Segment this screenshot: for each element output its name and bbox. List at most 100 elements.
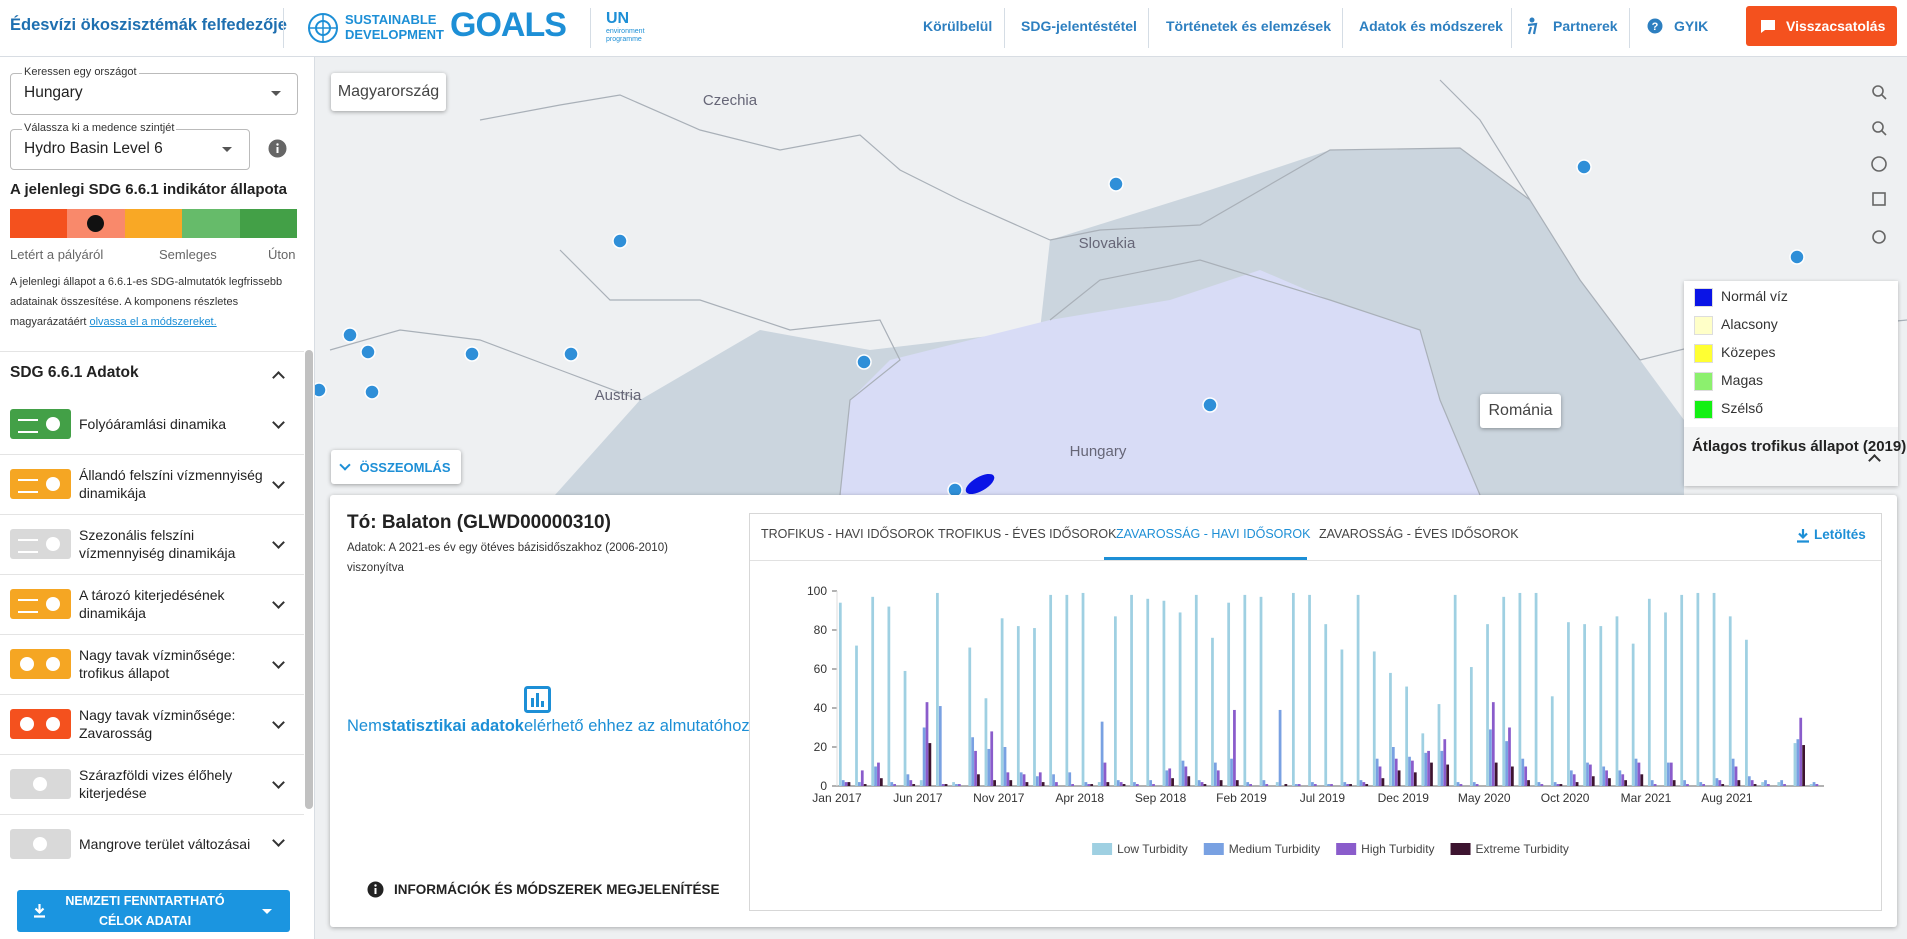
x-tick-label: Jun 2017 bbox=[893, 791, 943, 805]
methods-link[interactable]: olvassa el a módszereket. bbox=[89, 316, 217, 328]
bar bbox=[1278, 709, 1282, 786]
bar bbox=[1508, 727, 1511, 786]
legend-swatch bbox=[1694, 400, 1713, 419]
description-text: A jelenlegi állapot a 6.6.1-es SDG-almut… bbox=[10, 276, 283, 328]
map-controls[interactable] bbox=[1866, 80, 1892, 250]
tab-active[interactable]: ZAVAROSSÁG - HAVI IDŐSOROK bbox=[1116, 527, 1311, 541]
info-button[interactable]: INFORMÁCIÓK ÉS MÓDSZEREK MEGJELENÍTÉSE bbox=[394, 882, 720, 897]
bar bbox=[1591, 776, 1595, 786]
bar bbox=[952, 782, 955, 786]
indicator-item[interactable]: Állandó felszíni vízmennyiség dinamikája bbox=[0, 454, 304, 515]
indicator-label: Folyóáramlási dinamika bbox=[79, 416, 227, 432]
bar bbox=[1022, 774, 1026, 786]
download-icon bbox=[1797, 529, 1809, 543]
y-tick-label: 40 bbox=[814, 701, 828, 715]
bar bbox=[1216, 770, 1220, 786]
bar bbox=[1103, 762, 1107, 786]
bar bbox=[1033, 628, 1036, 786]
legend-label: Medium Turbidity bbox=[1229, 842, 1320, 856]
legend-swatch bbox=[1694, 344, 1713, 363]
indicator-item[interactable]: Szezonális felszíni vízmennyiség dinamik… bbox=[0, 514, 304, 575]
basin-info-icon[interactable] bbox=[268, 139, 287, 158]
bar bbox=[957, 784, 961, 786]
tab[interactable]: TROFIKUS - ÉVES IDŐSOROK bbox=[938, 527, 1117, 541]
legend-swatch bbox=[1450, 843, 1471, 855]
collapse-button[interactable]: ÖSSZEOMLÁS bbox=[331, 450, 461, 484]
partners-icon bbox=[1527, 17, 1538, 35]
bar bbox=[1669, 762, 1673, 786]
bar bbox=[936, 592, 939, 786]
bar bbox=[1494, 762, 1498, 786]
bar bbox=[974, 750, 977, 786]
chart: 0 20 40 60 80 100 Jan 2017 Jun 2017 Nov 2017 Apr … bbox=[807, 584, 1824, 856]
app-title[interactable]: Édesvízi ökoszisztémák felfedezője bbox=[10, 16, 287, 34]
indicator-item[interactable]: A tározó kiterjedésének dinamikája bbox=[0, 574, 304, 635]
indicator-item[interactable]: Szárazföldi vizes élőhely kiterjedése bbox=[0, 754, 304, 815]
bar bbox=[1265, 784, 1269, 786]
tab-indicator bbox=[1104, 557, 1307, 560]
bar bbox=[1100, 721, 1104, 786]
bar bbox=[1421, 733, 1425, 786]
legend-label: Alacsony bbox=[1721, 316, 1778, 333]
x-tick-label: Nov 2017 bbox=[973, 791, 1025, 805]
bar bbox=[1437, 704, 1441, 786]
country-select[interactable] bbox=[10, 73, 298, 115]
bar bbox=[1621, 774, 1625, 786]
indicator-label: Mangrove terület változásai bbox=[79, 836, 251, 852]
nav-link[interactable]: Adatok és módszerek bbox=[1359, 18, 1503, 34]
bar bbox=[1589, 764, 1592, 786]
country-map-button[interactable]: Magyarország bbox=[331, 73, 446, 111]
national-data-label: NEMZETI FENNTARTHATÓ CÉLOK ADATAI bbox=[65, 894, 225, 928]
bar bbox=[906, 774, 910, 786]
status-marker bbox=[87, 215, 104, 232]
bar bbox=[1200, 782, 1204, 786]
bar bbox=[858, 782, 861, 786]
tab[interactable]: TROFIKUS - HAVI IDŐSOROK bbox=[761, 527, 935, 541]
national-data-button[interactable] bbox=[17, 890, 290, 932]
nav-link[interactable]: GYIK bbox=[1674, 18, 1709, 34]
scrollbar[interactable] bbox=[305, 350, 313, 809]
bar bbox=[1456, 782, 1460, 786]
bar bbox=[1586, 762, 1589, 786]
nav-link[interactable]: Történetek és elemzések bbox=[1166, 18, 1331, 34]
no-data-part: Nem bbox=[347, 717, 382, 735]
legend-footer[interactable] bbox=[1684, 427, 1898, 486]
bar bbox=[1162, 600, 1166, 786]
tab[interactable]: ZAVAROSSÁG - ÉVES IDŐSOROK bbox=[1319, 527, 1519, 541]
status-description: A jelenlegi állapot a 6.6.1-es SDG-almut… bbox=[10, 272, 295, 332]
faq-icon: ? bbox=[1647, 18, 1663, 34]
bar bbox=[1728, 616, 1732, 786]
indicator-item[interactable]: Mangrove terület változásai bbox=[0, 814, 304, 874]
bar bbox=[1114, 616, 1117, 786]
indicator-item[interactable]: Nagy tavak vízminősége: trofikus állapot bbox=[0, 634, 304, 695]
bar bbox=[1291, 592, 1295, 786]
bar bbox=[1475, 784, 1479, 786]
national-download-icon bbox=[34, 904, 45, 918]
bar bbox=[1049, 594, 1053, 786]
map-label: Austria bbox=[595, 387, 642, 404]
indicator-item[interactable]: Nagy tavak vízminősége: Zavarosság bbox=[0, 694, 304, 755]
indicator-item[interactable]: Folyóáramlási dinamika bbox=[0, 394, 304, 455]
bar bbox=[1777, 782, 1781, 786]
bar bbox=[1534, 592, 1538, 786]
bar bbox=[1327, 784, 1330, 786]
download-button[interactable]: Letöltés bbox=[1814, 527, 1866, 542]
bar bbox=[1699, 782, 1703, 786]
bar bbox=[1472, 782, 1476, 786]
bar bbox=[1650, 780, 1654, 786]
bar bbox=[971, 737, 975, 786]
bar bbox=[1799, 717, 1803, 786]
bar bbox=[1184, 766, 1188, 786]
bar bbox=[1394, 758, 1398, 786]
bar bbox=[1686, 784, 1689, 786]
bar bbox=[844, 782, 848, 786]
indicator-label: Szárazföldi vizes élőhely kiterjedése bbox=[79, 767, 233, 801]
bar bbox=[1262, 780, 1266, 786]
bar bbox=[1427, 750, 1430, 786]
nav-link[interactable]: Körülbelül bbox=[923, 18, 993, 34]
bar bbox=[1041, 782, 1045, 786]
nav-link[interactable]: Partnerek bbox=[1553, 18, 1618, 34]
neighbour-map-button[interactable]: Románia bbox=[1480, 394, 1561, 428]
bar bbox=[1569, 770, 1573, 786]
nav-link[interactable]: SDG-jelentéstétel bbox=[1021, 18, 1137, 34]
